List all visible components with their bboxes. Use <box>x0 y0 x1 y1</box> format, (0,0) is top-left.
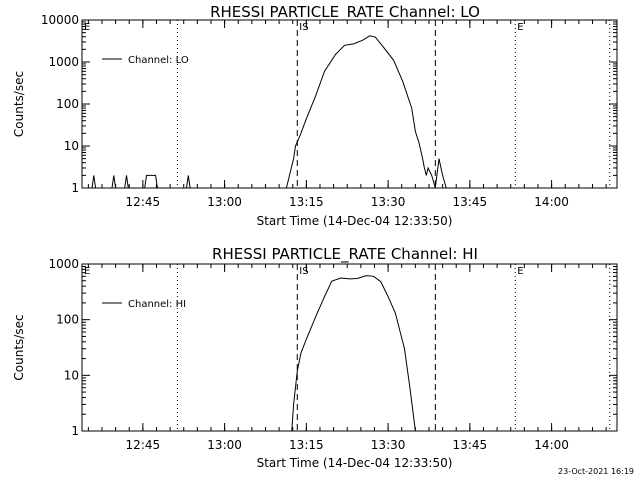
x-tick-label: 13:30 <box>371 438 406 452</box>
chart-panel-1: RHESSI PARTICLE_RATE Channel: LO 1 10 100 10… <box>12 3 618 228</box>
y-tick-label: 10 <box>64 368 79 382</box>
y-tick-label: 1 <box>71 424 79 438</box>
y-tick-label: 1 <box>71 181 79 195</box>
chart-panel-2: RHESSI PARTICLE_RATE Channel: HI 1 10 100 10… <box>12 245 618 470</box>
x-tick-label: 13:00 <box>207 195 242 209</box>
x-tick-label: 14:00 <box>534 438 569 452</box>
plot-frame <box>81 19 618 189</box>
event-marker-label: E <box>84 266 90 277</box>
x-tick-label: 13:45 <box>453 195 488 209</box>
plot-frame <box>81 263 618 432</box>
y-tick-label: 10000 <box>41 13 79 27</box>
y-tick-label: 100 <box>56 97 79 111</box>
y-tick-label: 10 <box>64 139 79 153</box>
x-axis-label: Start Time (14-Dec-04 12:33:50) <box>257 214 453 228</box>
timestamp: 23-Oct-2021 16:19 <box>558 467 634 476</box>
series-line <box>291 275 416 432</box>
series-line <box>82 35 449 189</box>
x-axis-label: Start Time (14-Dec-04 12:33:50) <box>257 456 453 470</box>
event-marker-label: E <box>84 22 90 33</box>
event-marker-label: IS <box>299 266 308 277</box>
y-tick-label: 1000 <box>48 257 79 271</box>
event-marker-label: E <box>517 22 523 33</box>
event-marker-label: E <box>517 266 523 277</box>
x-tick-label: 13:15 <box>289 195 324 209</box>
chart-title: RHESSI PARTICLE_RATE Channel: HI <box>212 245 478 264</box>
y-tick-label: 100 <box>56 313 79 327</box>
x-tick-label: 12:45 <box>126 195 161 209</box>
legend-label: Channel: HI <box>128 299 186 310</box>
x-tick-label: 13:45 <box>453 438 488 452</box>
chart-title: RHESSI PARTICLE_RATE Channel: LO <box>210 3 480 22</box>
x-tick-label: 13:15 <box>289 438 324 452</box>
x-tick-label: 13:30 <box>371 195 406 209</box>
event-marker-label: IS <box>299 22 308 33</box>
legend-label: Channel: LO <box>128 55 189 66</box>
y-axis-label: Counts/sec <box>12 71 26 137</box>
x-tick-label: 13:00 <box>207 438 242 452</box>
y-tick-label: 1000 <box>48 55 79 69</box>
x-tick-label: 12:45 <box>126 438 161 452</box>
y-axis-label: Counts/sec <box>12 314 26 380</box>
x-tick-label: 14:00 <box>534 195 569 209</box>
